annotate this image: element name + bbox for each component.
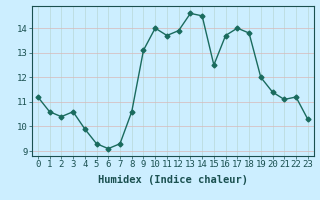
X-axis label: Humidex (Indice chaleur): Humidex (Indice chaleur) [98, 175, 248, 185]
